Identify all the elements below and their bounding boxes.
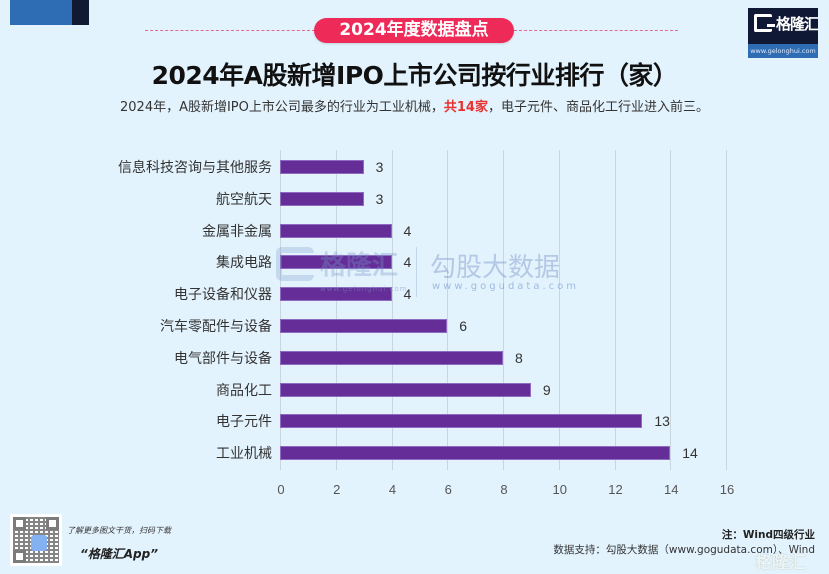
year-badge: 2024年度数据盘点: [314, 18, 514, 43]
gridline: [614, 150, 616, 470]
x-tick-label: 6: [444, 482, 452, 497]
bar-value-label: 4: [403, 254, 412, 271]
app-name: “格隆汇App”: [80, 547, 158, 561]
gridline: [503, 150, 504, 470]
bar[interactable]: [280, 382, 531, 397]
data-source: 数据支持：勾股大数据（www.gogudata.com）、Wind: [553, 544, 815, 556]
subtitle-pre: 2024年，A股新增IPO上市公司最多的行业为工业机械，: [120, 100, 444, 115]
gridline: [391, 150, 393, 470]
chart-subtitle: 2024年，A股新增IPO上市公司最多的行业为工业机械，共14家，电子元件、商品…: [0, 96, 829, 115]
gridline: [558, 150, 560, 470]
category-label: 电子元件: [216, 414, 272, 431]
bar[interactable]: [280, 223, 392, 238]
gridline: [335, 150, 337, 470]
gelonghui-logo: 格隆汇 www.gelonghui.com: [748, 8, 819, 58]
bar[interactable]: [280, 350, 503, 365]
watermark-g-icon: [276, 247, 314, 281]
gridline: [670, 150, 672, 470]
watermark-brand2: 勾股大数据: [430, 253, 561, 283]
watermark-url2: www.gogudata.com: [432, 281, 580, 292]
bar-value-label: 13: [654, 413, 670, 430]
bar[interactable]: [280, 319, 448, 333]
qr-caption: 了解更多图文干货，扫码下载: [67, 526, 171, 535]
bar-value-label: 8: [515, 349, 523, 366]
g-logo-icon: [754, 14, 775, 32]
category-label: 信息科技咨询与其他服务: [118, 160, 272, 176]
gridline: [447, 150, 449, 470]
x-tick-label: 14: [664, 482, 679, 497]
bar[interactable]: [280, 446, 671, 461]
g-app-icon: [31, 535, 47, 551]
x-tick-label: 12: [608, 482, 623, 497]
badge-line-right: [514, 30, 678, 31]
category-label: 电气部件与设备: [174, 350, 272, 367]
x-tick-label: 8: [500, 482, 508, 497]
subtitle-highlight: 共14家: [443, 100, 488, 115]
bar[interactable]: [280, 414, 643, 429]
x-tick-label: 4: [388, 482, 397, 497]
category-label: 汽车零配件与设备: [160, 319, 272, 335]
corner-decoration: [10, 0, 89, 25]
watermark-brand: 格隆汇: [320, 251, 399, 281]
logo-name: 格隆汇: [776, 15, 819, 33]
qr-code[interactable]: [10, 514, 62, 566]
category-label: 电子设备和仪器: [174, 287, 272, 304]
bar-value-label: 14: [682, 445, 698, 462]
category-label: 金属非金属: [202, 223, 272, 240]
bar-value-label: 4: [403, 222, 412, 239]
logo-url: www.gelonghui.com: [748, 44, 818, 58]
category-label: 工业机械: [216, 446, 272, 463]
gridline: [726, 150, 727, 470]
category-label: 集成电路: [216, 255, 272, 272]
x-tick-label: 16: [719, 482, 735, 497]
bottom-logo-watermark: 格隆汇: [755, 553, 806, 573]
bar[interactable]: [280, 160, 364, 174]
x-tick-label: 10: [552, 482, 567, 497]
bar-value-label: 3: [375, 159, 384, 175]
category-label: 航空航天: [216, 191, 272, 208]
bar-value-label: 3: [375, 190, 384, 207]
bar-value-label: 9: [542, 381, 551, 398]
badge-line-left: [145, 30, 315, 31]
bar[interactable]: [280, 287, 392, 302]
footnote: 注：Wind四级行业: [721, 529, 815, 541]
chart-title: 2024年A股新增IPO上市公司按行业排行（家）: [151, 61, 678, 90]
x-tick-label: 0: [277, 482, 285, 497]
category-label: 商品化工: [216, 382, 272, 399]
bar-value-label: 6: [459, 318, 468, 334]
watermark-url: www.gelonghui.com: [320, 285, 408, 293]
bar[interactable]: [280, 255, 392, 270]
bar-value-label: 4: [403, 286, 412, 303]
gridline: [280, 150, 281, 470]
x-tick-label: 2: [333, 482, 341, 497]
subtitle-post: ，电子元件、商品化工行业进入前三。: [487, 100, 709, 115]
bar[interactable]: [280, 191, 364, 206]
